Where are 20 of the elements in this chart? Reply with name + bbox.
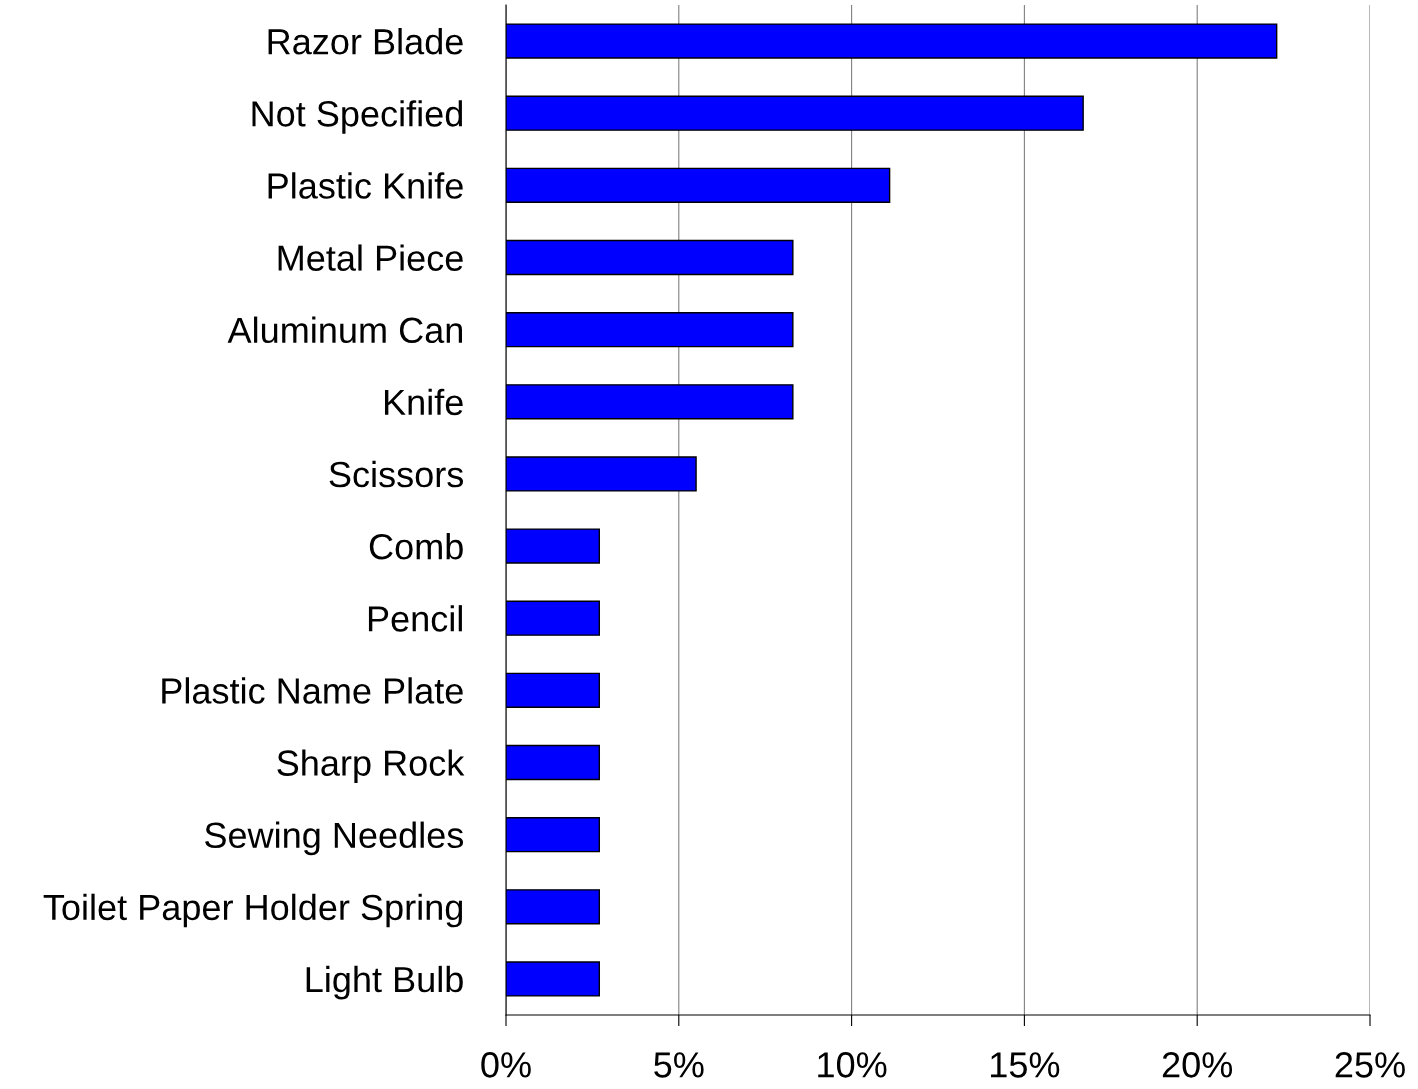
x-tick-label: 25% [1335,1052,1405,1078]
y-tick-label: Plastic Knife [268,172,463,199]
y-tick-label: Sharp Rock [277,749,465,784]
y-tick-label: Knife [384,388,463,416]
y-tick-label: Razor Blade [268,27,463,55]
y-tick-label: Metal Piece [278,244,463,271]
y-tick-label: Plastic Name Plate [162,677,463,704]
y-tick-label: Toilet Paper Holder Spring [43,893,463,928]
x-tick-label: 20% [1162,1052,1233,1078]
y-tick-label: Pencil [368,605,462,632]
x-tick-label: 0% [481,1052,531,1078]
y-tick-label: Comb [369,532,463,560]
y-tick-label: Scissors [329,460,464,488]
x-tick-label: 10% [818,1052,887,1078]
y-tick-label: Sewing Needles [205,821,464,856]
y-tick-label: Light Bulb [306,965,463,1000]
y-tick-label: Not Specified [252,100,463,134]
x-tick-label: 5% [654,1052,704,1078]
y-tick-label: Aluminum Can [227,316,462,344]
x-tick-label: 15% [991,1052,1060,1078]
